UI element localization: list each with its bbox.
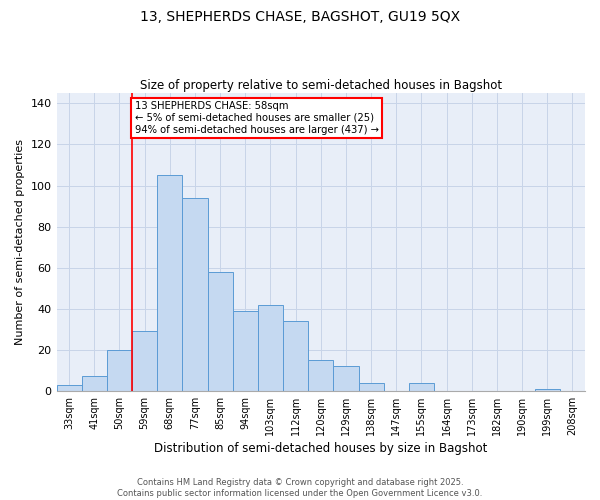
Text: 13, SHEPHERDS CHASE, BAGSHOT, GU19 5QX: 13, SHEPHERDS CHASE, BAGSHOT, GU19 5QX bbox=[140, 10, 460, 24]
Bar bbox=[283, 321, 308, 391]
Y-axis label: Number of semi-detached properties: Number of semi-detached properties bbox=[15, 139, 25, 345]
Bar bbox=[182, 198, 208, 391]
Title: Size of property relative to semi-detached houses in Bagshot: Size of property relative to semi-detach… bbox=[140, 79, 502, 92]
Bar bbox=[82, 376, 107, 391]
Bar bbox=[334, 366, 359, 391]
Text: Contains HM Land Registry data © Crown copyright and database right 2025.
Contai: Contains HM Land Registry data © Crown c… bbox=[118, 478, 482, 498]
Bar bbox=[535, 389, 560, 391]
X-axis label: Distribution of semi-detached houses by size in Bagshot: Distribution of semi-detached houses by … bbox=[154, 442, 487, 455]
Bar bbox=[157, 176, 182, 391]
Bar bbox=[56, 384, 82, 391]
Bar bbox=[308, 360, 334, 391]
Bar bbox=[258, 304, 283, 391]
Bar bbox=[132, 332, 157, 391]
Bar bbox=[359, 382, 383, 391]
Text: 13 SHEPHERDS CHASE: 58sqm
← 5% of semi-detached houses are smaller (25)
94% of s: 13 SHEPHERDS CHASE: 58sqm ← 5% of semi-d… bbox=[134, 102, 379, 134]
Bar bbox=[208, 272, 233, 391]
Bar bbox=[233, 311, 258, 391]
Bar bbox=[107, 350, 132, 391]
Bar bbox=[409, 382, 434, 391]
